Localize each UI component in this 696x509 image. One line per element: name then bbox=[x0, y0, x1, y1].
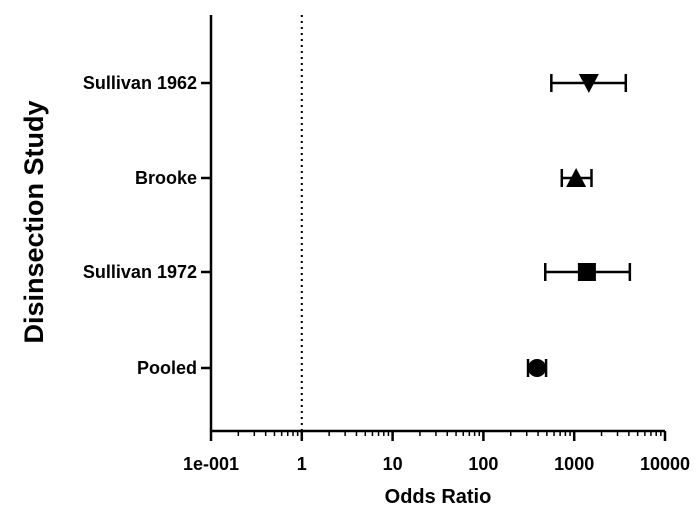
point-estimate-triangle-down bbox=[578, 74, 599, 93]
x-tick-label: 1 bbox=[297, 454, 307, 474]
point-estimate-square bbox=[577, 263, 596, 281]
x-tick-label: 10 bbox=[383, 454, 403, 474]
x-axis-title: Odds Ratio bbox=[385, 486, 492, 508]
study-label: Sullivan 1972 bbox=[83, 262, 197, 282]
study-label: Pooled bbox=[137, 358, 197, 378]
x-tick-label: 1e-001 bbox=[183, 454, 239, 474]
x-tick-label: 1000 bbox=[554, 454, 594, 474]
point-estimate-triangle-up bbox=[566, 168, 587, 187]
study-label: Sullivan 1962 bbox=[83, 73, 197, 93]
study-marks bbox=[526, 74, 632, 377]
axes bbox=[209, 15, 665, 433]
x-tick-label: 100 bbox=[468, 454, 498, 474]
point-estimate-circle bbox=[528, 359, 547, 377]
y-axis-title: Disinsection Study bbox=[19, 100, 49, 343]
x-tick-label: 10000 bbox=[640, 454, 690, 474]
x-ticks: 1e-001 1 10 100 1000 10000 bbox=[183, 431, 690, 474]
y-ticks: Sullivan 1962 Brooke Sullivan 1972 Pooled bbox=[83, 73, 211, 378]
study-label: Brooke bbox=[135, 168, 197, 188]
